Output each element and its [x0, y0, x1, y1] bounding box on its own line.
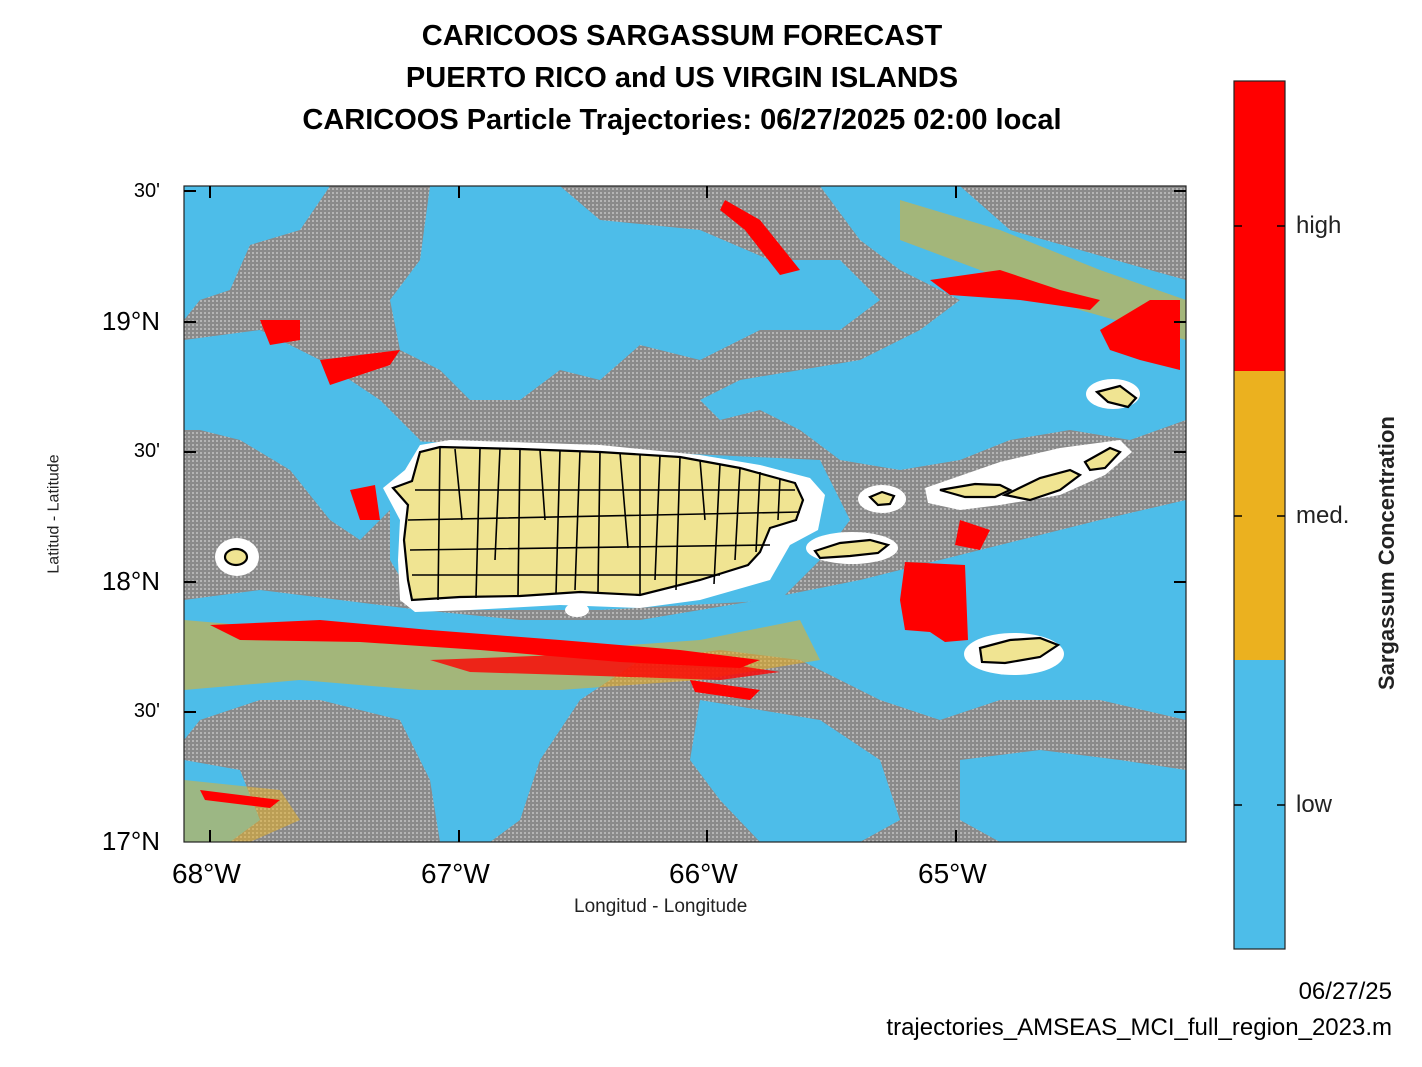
colorbar-tick-low: low — [1296, 791, 1333, 818]
anegada — [1094, 384, 1138, 409]
mona-island — [223, 547, 249, 567]
st-thomas-st-john — [939, 482, 1013, 499]
axis-ticks — [184, 186, 1186, 842]
chart-title-line-3: CARICOOS Particle Trajectories: 06/27/20… — [302, 104, 1062, 136]
lon-tick-label: 67°W — [421, 858, 490, 889]
colorbar-tick-med: med. — [1296, 502, 1350, 529]
colorbar-tick-high: high — [1296, 212, 1342, 239]
municipal-boundaries — [407, 446, 801, 601]
chart-title-line-1: CARICOOS SARGASSUM FORECAST — [421, 20, 943, 52]
chart-title-line-2: PUERTO RICO and US VIRGIN ISLANDS — [405, 62, 959, 94]
footer-script-name: trajectories_AMSEAS_MCI_full_region_2023… — [886, 1014, 1392, 1041]
lat-tick-label: 30' — [133, 700, 160, 722]
map-area — [184, 186, 1186, 842]
colorbar-low — [1234, 660, 1285, 949]
lat-tick-label: 30' — [133, 440, 160, 462]
lon-tick-label: 65°W — [918, 858, 987, 889]
lat-tick-label: 17°N — [101, 826, 160, 856]
axes-frame — [183, 185, 1187, 843]
lat-tick-label: 18°N — [101, 566, 160, 596]
tortola-bvi — [1001, 468, 1083, 502]
colorbar — [1233, 80, 1286, 950]
lon-tick-label: 68°W — [172, 858, 241, 889]
colorbar-label: Sargassum Concentration — [1374, 416, 1399, 690]
lon-tick-label: 66°W — [669, 858, 738, 889]
land — [223, 384, 1138, 665]
footer-date: 06/27/25 — [1298, 978, 1392, 1005]
colorbar-med — [1234, 371, 1285, 660]
colorbar-high — [1234, 81, 1285, 371]
st-croix — [978, 636, 1061, 665]
lat-tick-label: 19°N — [101, 306, 160, 336]
culebra — [868, 490, 896, 507]
vieques — [813, 538, 891, 560]
puerto-rico — [391, 445, 805, 602]
high-concentration-areas — [200, 200, 1180, 808]
virgin-gorda — [1083, 446, 1122, 472]
lat-tick-label: 30' — [133, 180, 160, 202]
x-axis-label: Longitud - Longitude — [574, 896, 748, 917]
y-axis-label: Latitud - Latitude — [45, 454, 63, 574]
